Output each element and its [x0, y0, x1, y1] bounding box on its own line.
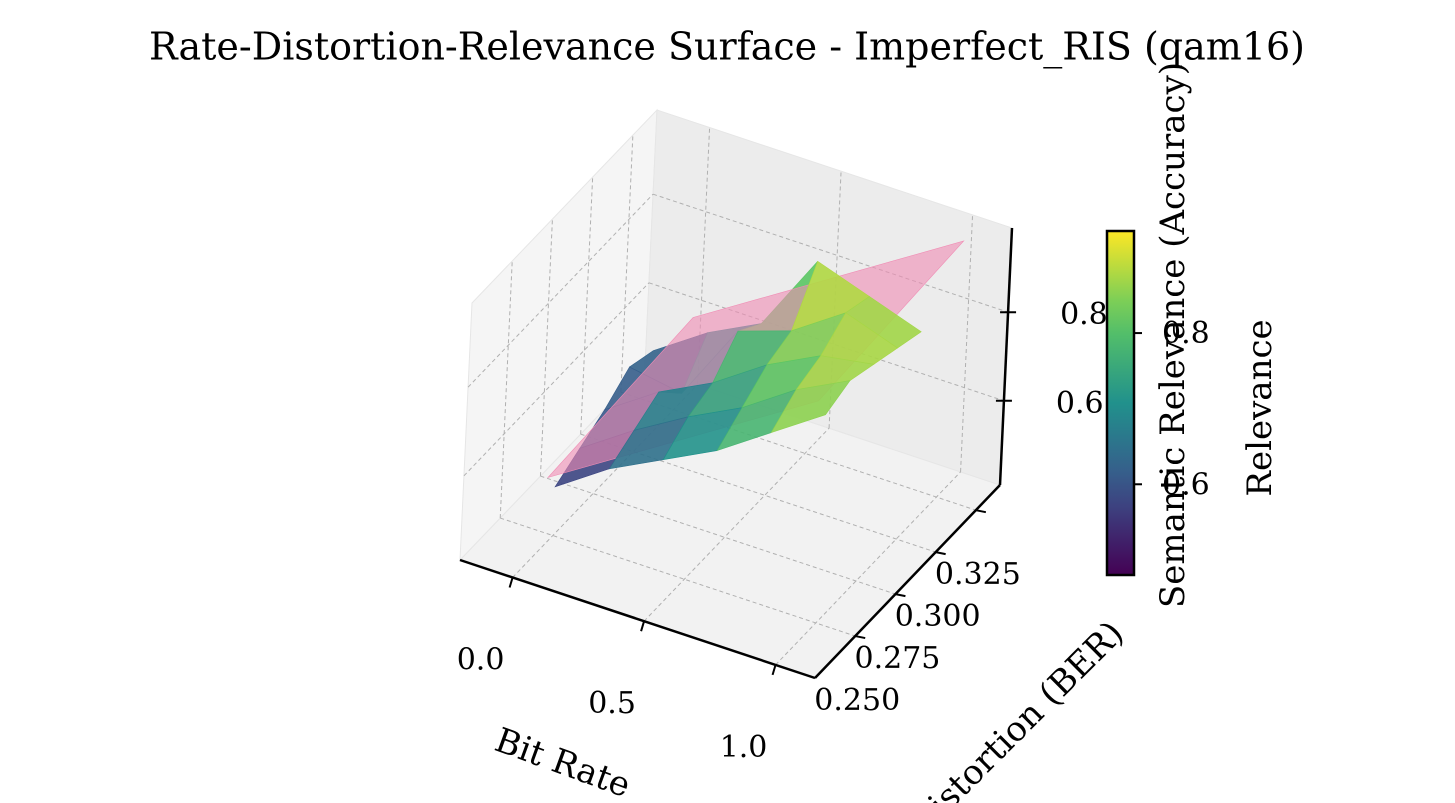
- y-tick-label: 0.275: [854, 641, 940, 676]
- colorbar-tick-label: 0.8: [1162, 316, 1210, 351]
- x-tick-label: 1.0: [720, 730, 768, 765]
- x-tick: [508, 577, 514, 588]
- colorbar: [1105, 229, 1136, 577]
- y-tick: [975, 509, 987, 514]
- x-tick-label: 0.0: [457, 642, 505, 677]
- grid-line: [463, 282, 1005, 477]
- z-tick-label: 0.6: [1056, 386, 1104, 421]
- grid-line: [775, 214, 974, 666]
- x-tick: [640, 620, 646, 632]
- grid-line: [499, 261, 856, 637]
- x-axis-label: Bit Rate: [490, 720, 636, 803]
- y-tick-label: 0.325: [935, 557, 1021, 592]
- z-tick-label: 0.8: [1060, 297, 1108, 332]
- grid-line: [539, 219, 896, 595]
- y-tick-label: 0.300: [895, 599, 981, 634]
- x-tick: [771, 664, 777, 676]
- x-tick-label: 0.5: [588, 686, 636, 721]
- y-tick: [855, 635, 866, 640]
- colorbar-label: Relevance: [1240, 319, 1280, 496]
- x-axis-line: [459, 558, 816, 680]
- z-axis-line: [998, 227, 1014, 486]
- grid-line: [620, 135, 977, 511]
- y-tick: [895, 593, 906, 598]
- grid-line: [467, 193, 1009, 388]
- y-axis-line: [814, 484, 1001, 679]
- grid-line: [580, 177, 936, 553]
- colorbar-tick-label: 0.6: [1162, 467, 1210, 502]
- surface-facet: [770, 380, 851, 434]
- chart-title: Rate-Distortion-Relevance Surface - Impe…: [149, 25, 1305, 70]
- y-tick: [935, 551, 946, 556]
- z-axis-label: Semantic Relevance (Accuracy): [1153, 62, 1193, 608]
- y-tick-label: 0.250: [814, 683, 900, 718]
